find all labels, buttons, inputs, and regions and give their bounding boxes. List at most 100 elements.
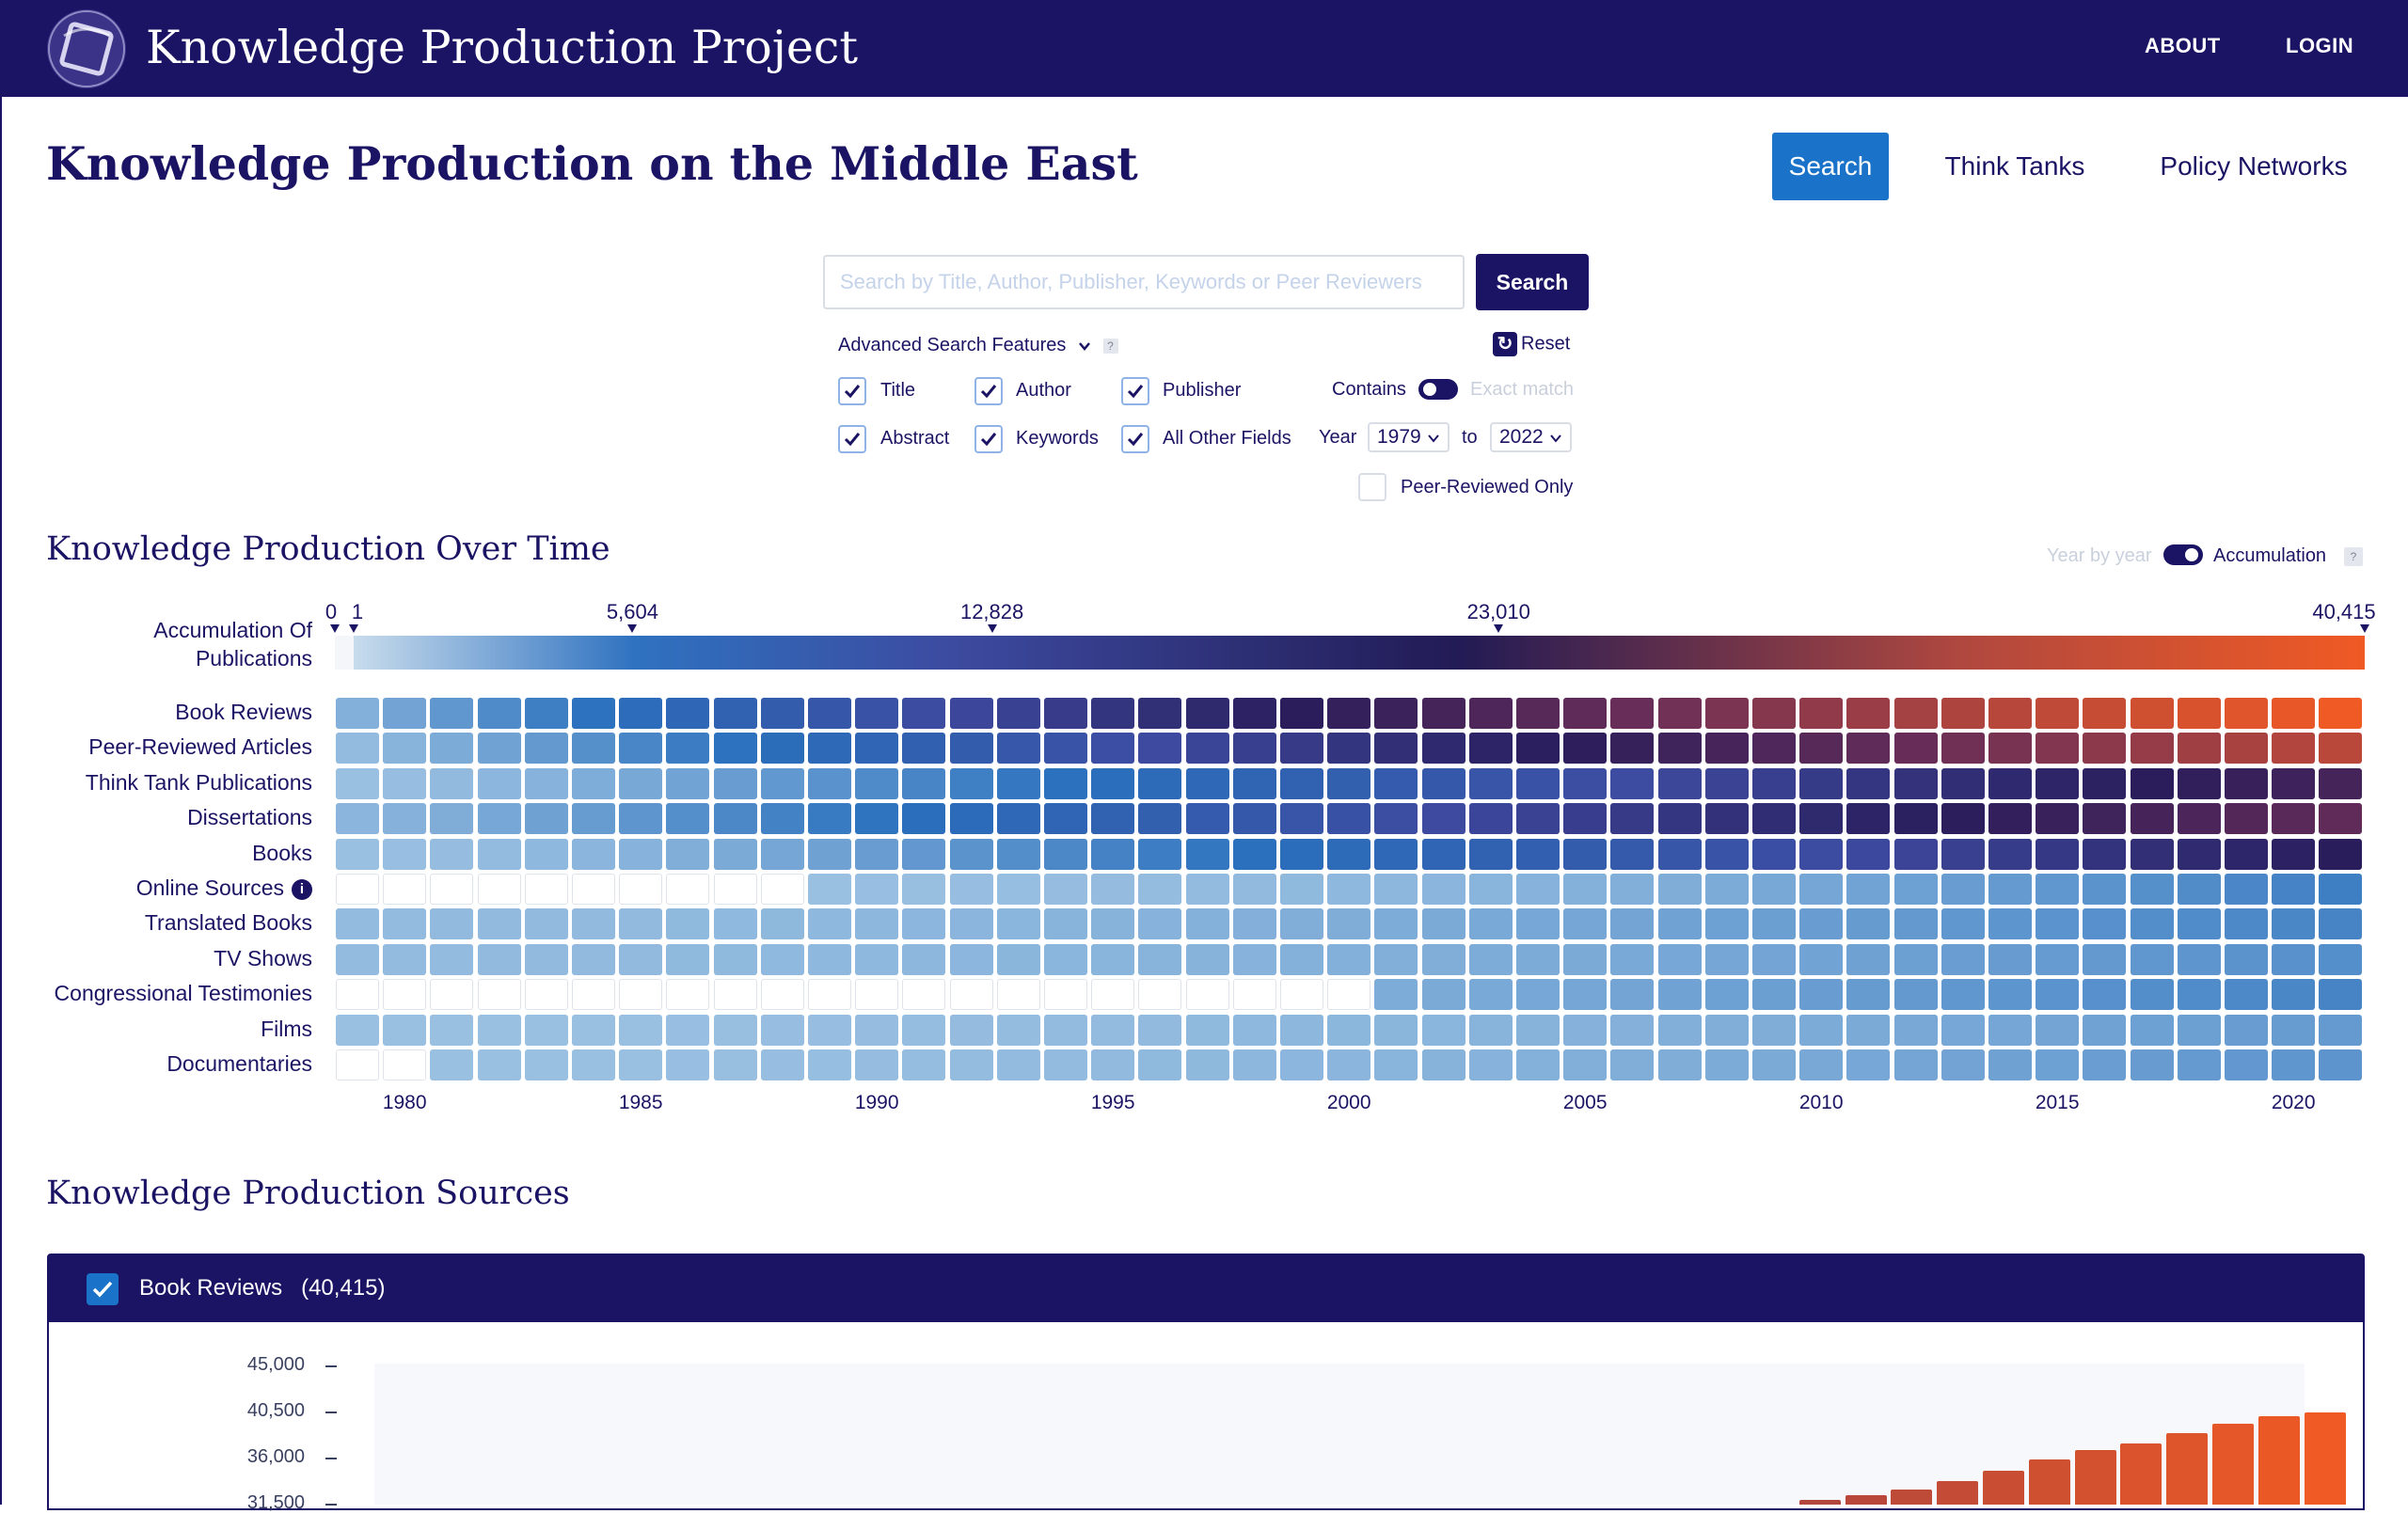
heatmap-cell[interactable] [1657, 908, 1702, 940]
heatmap-cell[interactable] [2130, 838, 2174, 870]
heatmap-cell[interactable] [666, 803, 710, 835]
heatmap-cell[interactable] [1044, 874, 1087, 905]
heatmap-cell[interactable] [1893, 767, 1938, 799]
heatmap-cell[interactable] [1044, 733, 1087, 765]
heatmap-cell[interactable] [666, 908, 710, 940]
heatmap-cell[interactable] [2225, 1049, 2268, 1080]
heatmap-cell[interactable] [1044, 908, 1087, 940]
heatmap-cell[interactable] [619, 908, 663, 940]
book-reviews-checkbox[interactable] [87, 1273, 119, 1305]
heatmap-cell[interactable] [1657, 979, 1702, 1011]
heatmap-cell[interactable] [996, 698, 1040, 729]
heatmap-cell[interactable] [666, 874, 710, 905]
heatmap-cell[interactable] [1704, 1014, 1749, 1046]
about-link[interactable]: ABOUT [2145, 34, 2221, 57]
heatmap-cell[interactable] [383, 1014, 427, 1046]
heatmap-cell[interactable] [1185, 803, 1229, 835]
heatmap-cell[interactable] [996, 908, 1040, 940]
heatmap-cell[interactable] [1704, 874, 1749, 905]
heatmap-cell[interactable] [1468, 943, 1513, 975]
heatmap-cell[interactable] [1893, 874, 1938, 905]
abstract-checkbox[interactable] [838, 425, 866, 453]
heatmap-cell[interactable] [666, 698, 710, 729]
heatmap-cell[interactable] [2272, 874, 2316, 905]
heatmap-cell[interactable] [619, 803, 663, 835]
heatmap-cell[interactable] [2319, 908, 2363, 940]
heatmap-cell[interactable] [1232, 698, 1276, 729]
heatmap-cell[interactable] [1232, 943, 1276, 975]
chart-bar[interactable] [2028, 1459, 2070, 1505]
heatmap-row-label[interactable]: Book Reviews [38, 700, 312, 725]
chart-bar[interactable] [1845, 1495, 1887, 1505]
heatmap-cell[interactable] [2225, 979, 2268, 1011]
heatmap-cell[interactable] [430, 943, 474, 975]
heatmap-cell[interactable] [1327, 767, 1371, 799]
heatmap-cell[interactable] [1941, 733, 1985, 765]
heatmap-cell[interactable] [808, 1049, 851, 1080]
heatmap-cell[interactable] [430, 908, 474, 940]
heatmap-cell[interactable] [524, 874, 568, 905]
heatmap-cell[interactable] [1893, 733, 1938, 765]
heatmap-cell[interactable] [619, 767, 663, 799]
heatmap-cell[interactable] [1138, 767, 1182, 799]
heatmap-cell[interactable] [430, 1049, 474, 1080]
heatmap-cell[interactable] [808, 733, 851, 765]
heatmap-cell[interactable] [855, 874, 899, 905]
heatmap-cell[interactable] [336, 1014, 379, 1046]
heatmap-cell[interactable] [1044, 1049, 1087, 1080]
heatmap-cell[interactable] [1563, 838, 1608, 870]
heatmap-cell[interactable] [383, 908, 427, 940]
heatmap-cell[interactable] [1610, 733, 1655, 765]
heatmap-cell[interactable] [2272, 803, 2316, 835]
heatmap-cell[interactable] [430, 979, 474, 1011]
heatmap-cell[interactable] [1327, 874, 1371, 905]
heatmap-cell[interactable] [1374, 733, 1418, 765]
heatmap-cell[interactable] [2130, 803, 2174, 835]
heatmap-cell[interactable] [1421, 1049, 1465, 1080]
heatmap-cell[interactable] [2177, 908, 2221, 940]
heatmap-cell[interactable] [1327, 803, 1371, 835]
heatmap-cell[interactable] [477, 733, 521, 765]
heatmap-row-label[interactable]: Translated Books [38, 910, 312, 936]
heatmap-cell[interactable] [760, 698, 804, 729]
source-panel-label[interactable]: Book Reviews (40,415) [139, 1275, 385, 1301]
heatmap-cell[interactable] [1563, 733, 1608, 765]
heatmap-cell[interactable] [2083, 979, 2127, 1011]
heatmap-cell[interactable] [2130, 874, 2174, 905]
heatmap-cell[interactable] [713, 874, 757, 905]
heatmap-cell[interactable] [1468, 733, 1513, 765]
heatmap-cell[interactable] [808, 767, 851, 799]
heatmap-cell[interactable] [1138, 1049, 1182, 1080]
heatmap-cell[interactable] [2177, 698, 2221, 729]
heatmap-cell[interactable] [855, 698, 899, 729]
year-to-select[interactable]: 2022 [1490, 422, 1572, 452]
heatmap-cell[interactable] [1232, 874, 1276, 905]
heatmap-cell[interactable] [2272, 698, 2316, 729]
heatmap-cell[interactable] [949, 838, 993, 870]
heatmap-cell[interactable] [1610, 874, 1655, 905]
heatmap-cell[interactable] [1280, 1049, 1323, 1080]
heatmap-cell[interactable] [1044, 979, 1087, 1011]
heatmap-cell[interactable] [1846, 943, 1891, 975]
heatmap-cell[interactable] [430, 874, 474, 905]
heatmap-cell[interactable] [1752, 908, 1796, 940]
heatmap-cell[interactable] [996, 838, 1040, 870]
heatmap-cell[interactable] [336, 698, 379, 729]
heatmap-cell[interactable] [2225, 698, 2268, 729]
heatmap-cell[interactable] [2272, 838, 2316, 870]
heatmap-cell[interactable] [1846, 1049, 1891, 1080]
heatmap-cell[interactable] [996, 1049, 1040, 1080]
year-from-select[interactable]: 1979 [1368, 422, 1450, 452]
search-submit-button[interactable]: Search [1476, 254, 1589, 310]
heatmap-cell[interactable] [1374, 874, 1418, 905]
heatmap-cell[interactable] [1185, 874, 1229, 905]
heatmap-cell[interactable] [808, 874, 851, 905]
heatmap-cell[interactable] [1657, 733, 1702, 765]
nav-search-button[interactable]: Search [1772, 133, 1889, 200]
heatmap-cell[interactable] [1752, 733, 1796, 765]
heatmap-cell[interactable] [1563, 767, 1608, 799]
heatmap-cell[interactable] [430, 733, 474, 765]
heatmap-cell[interactable] [2083, 1014, 2127, 1046]
heatmap-cell[interactable] [336, 838, 379, 870]
heatmap-cell[interactable] [2319, 874, 2363, 905]
